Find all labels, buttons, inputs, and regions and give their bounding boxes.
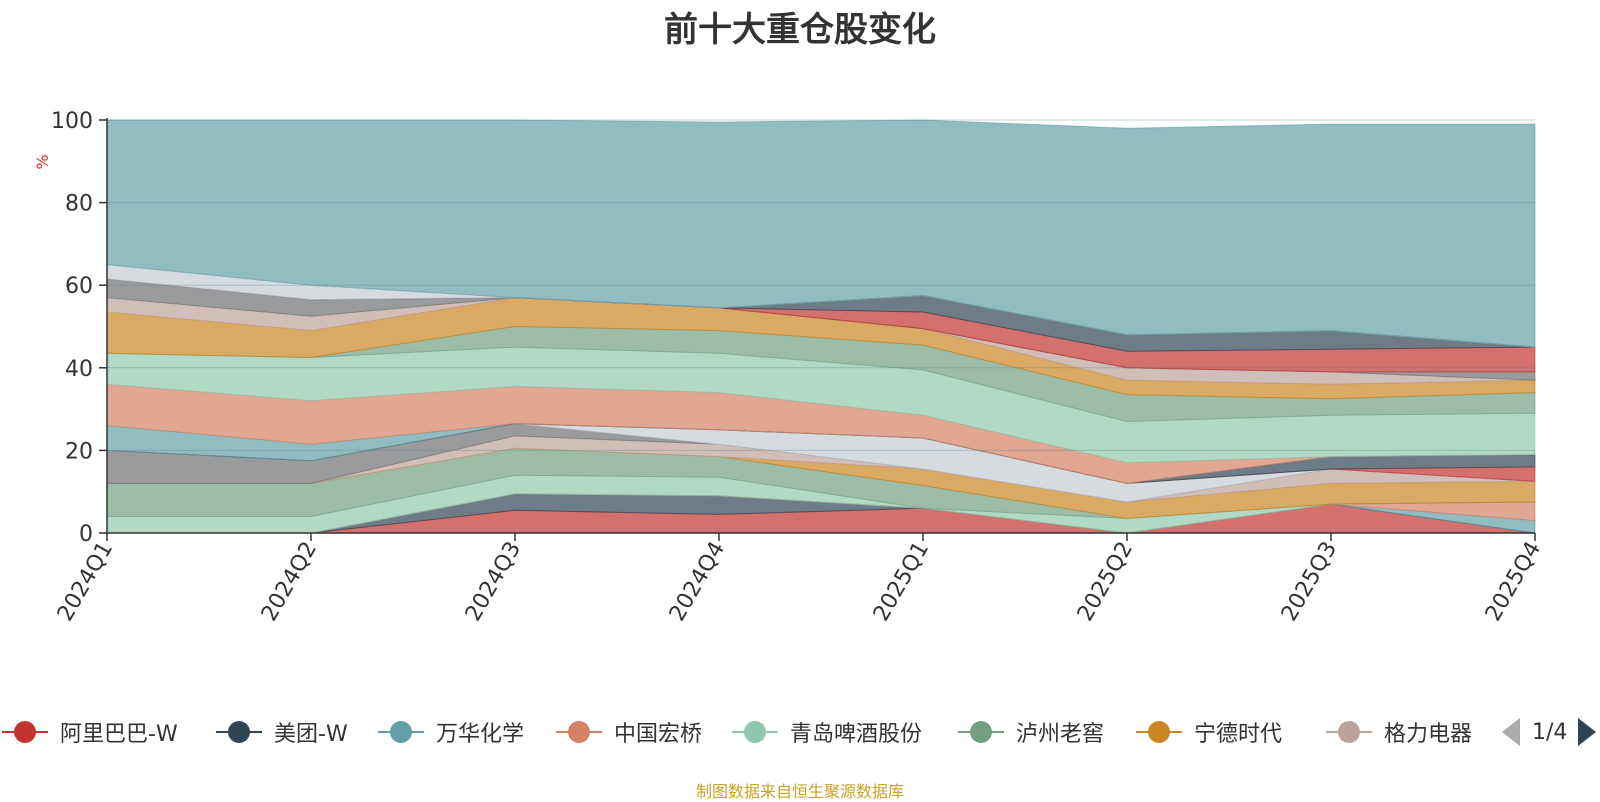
x-tick-label-2: 2024Q3 [461, 538, 526, 626]
legend-label: 中国宏桥 [614, 722, 703, 747]
legend-next-icon[interactable] [1576, 718, 1598, 746]
x-tick-label-0: 2024Q1 [53, 538, 118, 626]
legend: 阿里巴巴-W 美团-W 万华化学 中国宏桥 青岛啤酒股份 泸州老窖 宁德时代 格力电器 1/4 [0, 712, 1600, 752]
area-layers [106, 119, 1536, 534]
legend-item-4[interactable]: 青岛啤酒股份 [730, 712, 922, 752]
x-tick-label-6: 2025Q3 [1277, 538, 1342, 626]
x-tick-label-4: 2025Q1 [869, 538, 934, 626]
legend-marker-icon [556, 721, 602, 743]
legend-label: 阿里巴巴-W [60, 722, 178, 747]
y-tick-labels: 0 20 40 60 80 100 [51, 109, 93, 547]
chart-title: 前十大重仓股变化 [664, 10, 936, 50]
x-tick-label-7: 2025Q4 [1481, 538, 1546, 626]
legend-item-1[interactable]: 美团-W [214, 712, 348, 752]
legend-label: 格力电器 [1384, 722, 1473, 747]
x-tick-label-5: 2025Q2 [1073, 538, 1138, 626]
legend-item-3[interactable]: 中国宏桥 [554, 712, 702, 752]
legend-marker-icon [378, 721, 424, 743]
y-tick-label-0: 0 [79, 522, 93, 547]
legend-marker-icon [732, 721, 778, 743]
y-tick-label-5: 100 [51, 109, 93, 134]
y-tick-label-3: 60 [65, 274, 93, 299]
legend-item-7[interactable]: 格力电器 [1324, 712, 1472, 752]
y-tick-label-2: 40 [65, 357, 93, 382]
legend-item-0[interactable]: 阿里巴巴-W [0, 712, 178, 752]
legend-marker-icon [2, 721, 48, 743]
legend-page-indicator: 1/4 [1532, 720, 1568, 745]
legend-prev-icon[interactable] [1500, 718, 1522, 746]
legend-item-6[interactable]: 宁德时代 [1134, 712, 1282, 752]
x-tick-labels: 2024Q1 2024Q2 2024Q3 2024Q4 2025Q1 2025Q2 2025… [53, 538, 1546, 626]
x-tick-label-1: 2024Q2 [257, 538, 322, 626]
legend-label: 美团-W [274, 722, 348, 747]
legend-marker-icon [958, 721, 1004, 743]
legend-marker-icon [1326, 721, 1372, 743]
data-source-note: 制图数据来自恒生聚源数据库 [695, 782, 904, 801]
legend-marker-icon [216, 721, 262, 743]
legend-marker-icon [1136, 721, 1182, 743]
x-tick-label-3: 2024Q4 [665, 538, 730, 626]
y-tick-label-4: 80 [65, 192, 93, 217]
axes [99, 118, 1536, 541]
area-series-22 [106, 119, 1536, 348]
grid-lines [107, 119, 1535, 451]
y-tick-label-1: 20 [65, 439, 93, 464]
legend-label: 泸州老窖 [1016, 722, 1105, 747]
legend-item-5[interactable]: 泸州老窖 [956, 712, 1104, 752]
legend-label: 青岛啤酒股份 [790, 722, 923, 747]
legend-label: 宁德时代 [1194, 722, 1283, 747]
y-axis-unit-label: % [33, 154, 52, 169]
legend-item-2[interactable]: 万华化学 [376, 712, 524, 752]
legend-label: 万华化学 [436, 722, 525, 747]
